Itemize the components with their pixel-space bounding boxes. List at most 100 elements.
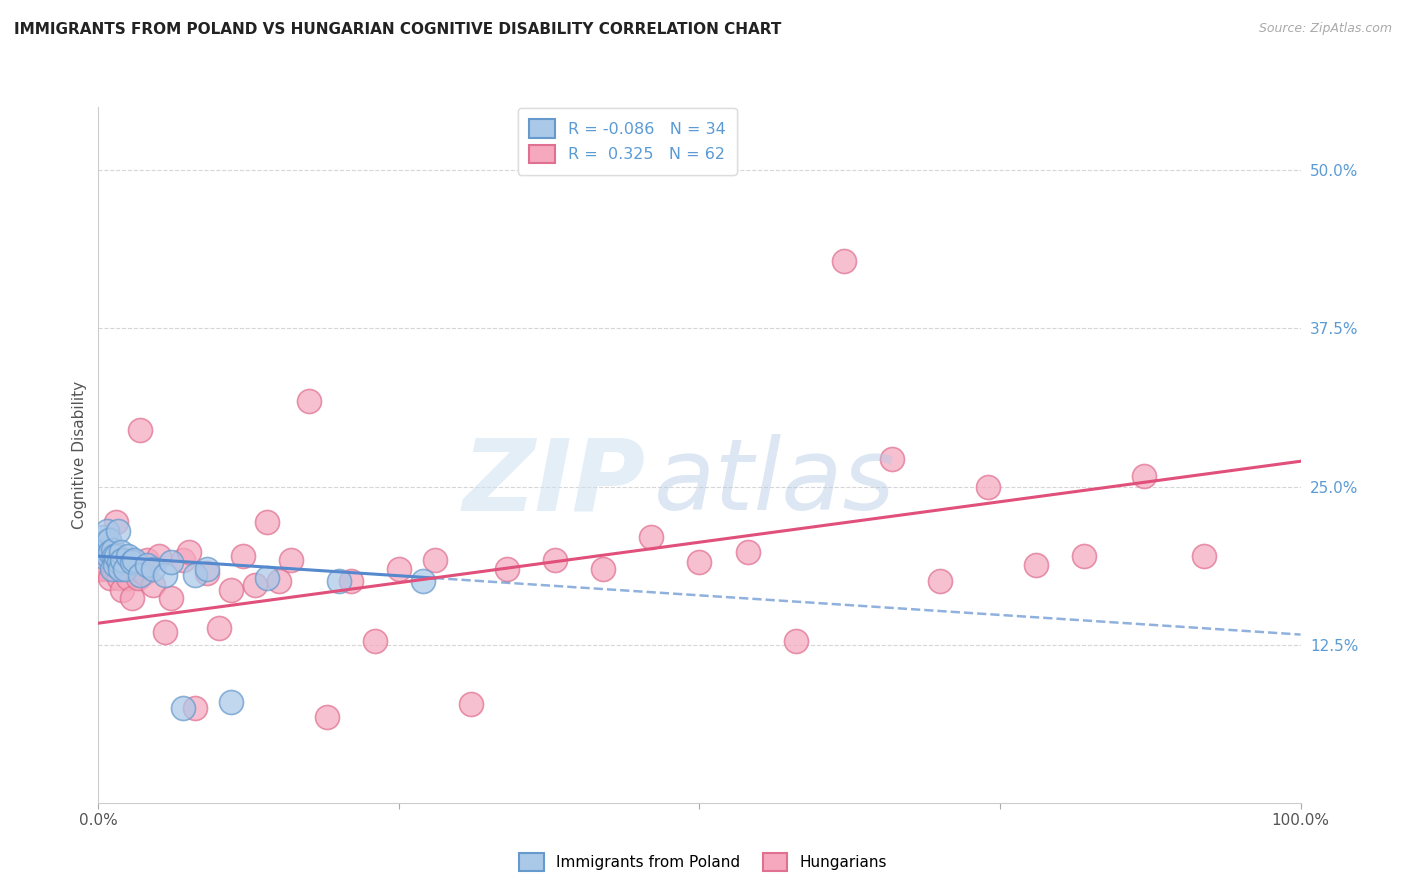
Point bbox=[114, 553, 136, 567]
Point bbox=[256, 571, 278, 585]
Point bbox=[117, 571, 139, 585]
Point bbox=[159, 556, 181, 570]
Point bbox=[689, 556, 711, 570]
Point bbox=[121, 556, 143, 570]
Point bbox=[544, 553, 567, 567]
Point bbox=[111, 583, 134, 598]
Point bbox=[640, 530, 662, 544]
Point bbox=[100, 571, 122, 585]
Point bbox=[195, 566, 218, 580]
Point bbox=[100, 545, 122, 559]
Point bbox=[232, 549, 254, 563]
Point bbox=[737, 545, 759, 559]
Point bbox=[315, 710, 337, 724]
Point bbox=[183, 568, 205, 582]
Point bbox=[107, 553, 129, 567]
Point bbox=[1133, 469, 1156, 483]
Point bbox=[129, 423, 152, 437]
Point bbox=[195, 562, 218, 576]
Point bbox=[1194, 549, 1216, 563]
Point bbox=[96, 524, 118, 538]
Point bbox=[114, 562, 136, 576]
Point bbox=[117, 549, 139, 563]
Point bbox=[159, 591, 181, 605]
Point bbox=[105, 515, 128, 529]
Point bbox=[172, 553, 194, 567]
Point bbox=[364, 633, 387, 648]
Point bbox=[91, 545, 114, 559]
Point bbox=[100, 562, 122, 576]
Point bbox=[94, 542, 117, 557]
Point bbox=[101, 542, 124, 557]
Legend: Immigrants from Poland, Hungarians: Immigrants from Poland, Hungarians bbox=[513, 847, 893, 877]
Point bbox=[135, 558, 157, 572]
Point bbox=[423, 553, 446, 567]
Point bbox=[785, 633, 807, 648]
Point bbox=[108, 562, 131, 576]
Point bbox=[496, 562, 519, 576]
Point bbox=[93, 536, 115, 550]
Point bbox=[832, 254, 855, 268]
Point bbox=[97, 549, 120, 563]
Point bbox=[412, 574, 434, 589]
Point bbox=[135, 553, 157, 567]
Point bbox=[172, 701, 194, 715]
Point bbox=[129, 568, 152, 582]
Point bbox=[219, 695, 242, 709]
Y-axis label: Cognitive Disability: Cognitive Disability bbox=[72, 381, 87, 529]
Point bbox=[121, 591, 143, 605]
Point bbox=[93, 536, 115, 550]
Point bbox=[141, 562, 163, 576]
Point bbox=[880, 451, 903, 466]
Point bbox=[280, 553, 302, 567]
Point bbox=[96, 562, 118, 576]
Point bbox=[148, 549, 170, 563]
Text: Source: ZipAtlas.com: Source: ZipAtlas.com bbox=[1258, 22, 1392, 36]
Point bbox=[177, 545, 200, 559]
Point bbox=[1073, 549, 1095, 563]
Point bbox=[98, 549, 121, 563]
Point bbox=[256, 515, 278, 529]
Point bbox=[108, 571, 131, 585]
Point bbox=[124, 562, 146, 576]
Point bbox=[100, 558, 122, 572]
Point bbox=[91, 553, 114, 567]
Point bbox=[243, 578, 266, 592]
Point bbox=[183, 701, 205, 715]
Point bbox=[103, 562, 125, 576]
Point bbox=[101, 545, 124, 559]
Point bbox=[388, 562, 411, 576]
Point bbox=[97, 542, 120, 557]
Point bbox=[91, 530, 114, 544]
Point bbox=[132, 566, 155, 580]
Point bbox=[153, 625, 176, 640]
Point bbox=[110, 545, 132, 559]
Point bbox=[928, 574, 950, 589]
Point bbox=[298, 393, 321, 408]
Point bbox=[91, 549, 114, 563]
Point bbox=[153, 568, 176, 582]
Point bbox=[127, 571, 149, 585]
Legend: R = -0.086   N = 34, R =  0.325   N = 62: R = -0.086 N = 34, R = 0.325 N = 62 bbox=[519, 108, 737, 175]
Point bbox=[124, 553, 146, 567]
Point bbox=[98, 533, 121, 547]
Point bbox=[90, 562, 112, 576]
Point bbox=[977, 479, 1000, 493]
Point bbox=[460, 697, 482, 711]
Point bbox=[267, 574, 290, 589]
Text: atlas: atlas bbox=[654, 434, 896, 532]
Text: ZIP: ZIP bbox=[463, 434, 645, 532]
Point bbox=[141, 578, 163, 592]
Point bbox=[208, 621, 231, 635]
Point bbox=[107, 524, 129, 538]
Point bbox=[592, 562, 614, 576]
Point bbox=[340, 574, 363, 589]
Point bbox=[1025, 558, 1047, 572]
Text: IMMIGRANTS FROM POLAND VS HUNGARIAN COGNITIVE DISABILITY CORRELATION CHART: IMMIGRANTS FROM POLAND VS HUNGARIAN COGN… bbox=[14, 22, 782, 37]
Point bbox=[111, 553, 134, 567]
Point bbox=[219, 583, 242, 598]
Point bbox=[108, 562, 131, 576]
Point bbox=[94, 549, 117, 563]
Point bbox=[108, 556, 131, 570]
Point bbox=[328, 574, 350, 589]
